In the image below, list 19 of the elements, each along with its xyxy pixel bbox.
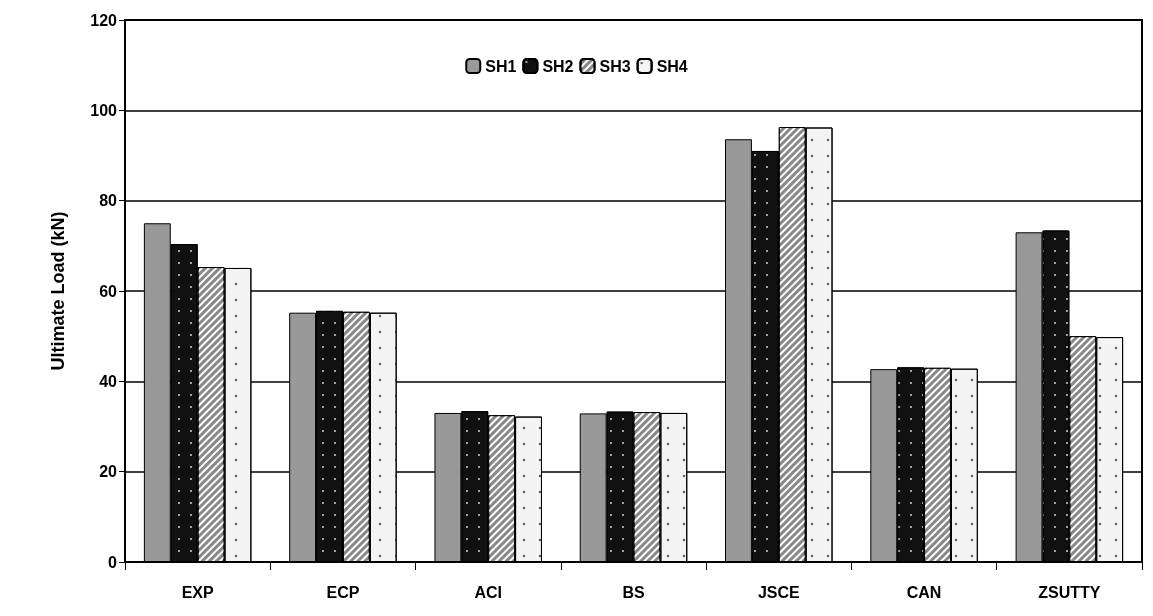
- y-tick-label: 60: [99, 282, 118, 300]
- y-tick-label: 80: [99, 192, 118, 210]
- x-tick-label: JSCE: [757, 583, 801, 601]
- legend-label: SH2: [542, 57, 574, 75]
- x-tick-label: CAN: [906, 583, 942, 601]
- y-tick-label: 40: [99, 372, 118, 390]
- y-tick-label: 0: [108, 553, 118, 571]
- legend-label: SH4: [656, 57, 688, 75]
- legend-label: SH3: [599, 57, 631, 75]
- y-axis-title: Ultimate Load (kN): [48, 211, 68, 371]
- legend-label: SH1: [485, 57, 517, 75]
- x-tick-label: ACI: [474, 583, 502, 601]
- x-tick-label: ECP: [326, 583, 360, 601]
- y-tick-label: 120: [90, 11, 118, 29]
- y-tick-label: 20: [99, 463, 118, 481]
- x-tick-label: EXP: [181, 583, 214, 601]
- y-tick-label: 100: [90, 101, 118, 119]
- x-tick-label: BS: [622, 583, 645, 601]
- x-tick-label: ZSUTTY: [1038, 583, 1101, 601]
